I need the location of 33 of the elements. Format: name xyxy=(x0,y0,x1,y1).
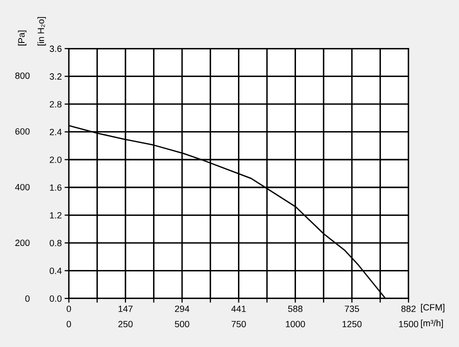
x2-tick-label: 250 xyxy=(118,320,133,328)
x-tick-label: 588 xyxy=(288,306,302,312)
y-tick-label: 0.8 xyxy=(50,240,62,246)
x2-tick-label: 1000 xyxy=(286,320,305,328)
y2-tick-label: 0 xyxy=(25,295,30,302)
x-axis-title: [CFM] xyxy=(421,304,444,312)
x2-axis-title: [m³/h] xyxy=(421,320,443,328)
x2-tick-label: 1250 xyxy=(342,320,362,328)
x-tick-label: 441 xyxy=(231,306,246,312)
x-tick-label: 0 xyxy=(66,306,72,312)
x-tick-label: 882 xyxy=(401,306,416,312)
y2-tick-label: 200 xyxy=(15,240,30,246)
y-tick-label: 3.2 xyxy=(50,73,62,80)
x2-tick-label: 500 xyxy=(174,320,190,328)
x-tick-label: 294 xyxy=(174,306,190,312)
x2-tick-label: 750 xyxy=(232,320,246,328)
x2-tick-label: 0 xyxy=(66,320,72,328)
y-tick-label: 2.0 xyxy=(50,156,62,163)
x-tick-label: 147 xyxy=(118,306,133,312)
x-tick-label: 735 xyxy=(344,306,360,312)
y-tick-label: 1.6 xyxy=(50,184,62,191)
y-axis-title: [in H₂o] xyxy=(37,17,46,46)
y2-axis-title: [Pa] xyxy=(18,30,26,46)
y-tick-label: 2.8 xyxy=(50,101,62,108)
y-tick-label: 0.4 xyxy=(50,268,62,274)
x2-tick-label: 1500 xyxy=(399,320,418,328)
y-tick-label: 1.2 xyxy=(50,212,62,218)
y-tick-label: 3.6 xyxy=(50,46,62,52)
y2-tick-label: 400 xyxy=(15,184,30,190)
y2-tick-label: 600 xyxy=(15,128,30,135)
y-tick-label: 2.4 xyxy=(50,128,62,136)
y2-tick-label: 800 xyxy=(15,72,30,79)
y-tick-label: 0.0 xyxy=(50,295,62,302)
